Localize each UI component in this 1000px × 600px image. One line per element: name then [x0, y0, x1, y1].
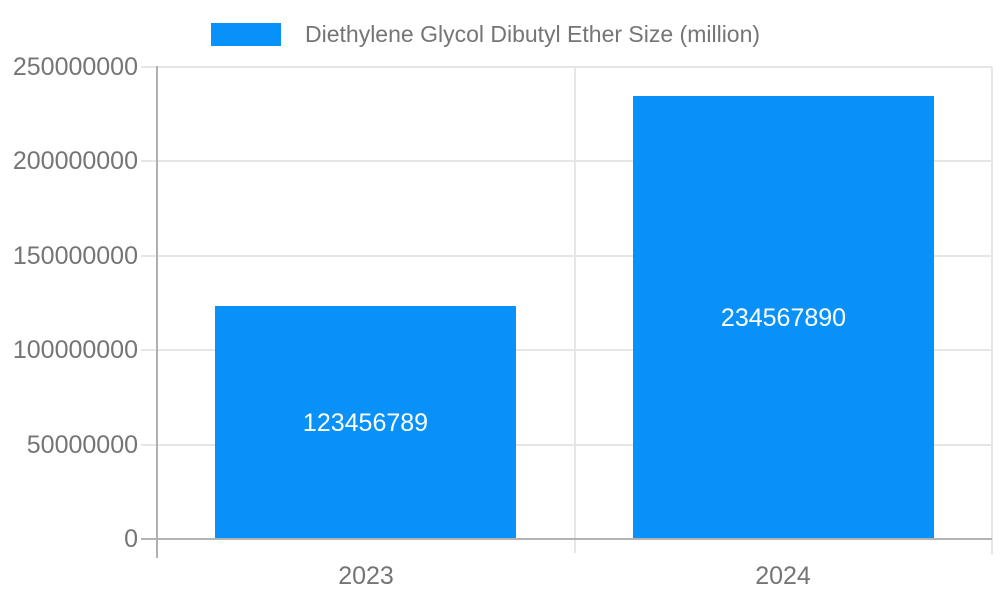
x-tick-label: 2024	[755, 562, 811, 590]
legend-label: Diethylene Glycol Dibutyl Ether Size (mi…	[305, 21, 761, 47]
y-tick-label: 250000000	[12, 53, 138, 81]
x-axis-baseline	[141, 538, 992, 540]
y-tick-label: 200000000	[12, 147, 138, 175]
bar	[633, 96, 934, 539]
y-tick-label: 0	[124, 525, 138, 553]
y-tick-label: 150000000	[12, 242, 138, 270]
legend-swatch	[211, 23, 281, 46]
v-gridline	[574, 67, 576, 553]
y-tick-label: 50000000	[26, 431, 138, 459]
y-axis-tick	[141, 160, 157, 162]
chart-legend: Diethylene Glycol Dibutyl Ether Size (mi…	[211, 22, 760, 47]
y-axis-tick	[141, 66, 157, 68]
bar	[215, 306, 516, 539]
y-tick-label: 100000000	[12, 336, 138, 364]
y-axis-tick	[141, 444, 157, 446]
y-axis-tick	[141, 349, 157, 351]
y-axis-tick	[141, 255, 157, 257]
x-tick-label: 2023	[338, 562, 394, 590]
y-axis-line	[156, 66, 158, 558]
bar-value-label: 234567890	[720, 304, 847, 332]
bar-value-label: 123456789	[302, 409, 429, 437]
plot-right-border	[991, 67, 993, 555]
